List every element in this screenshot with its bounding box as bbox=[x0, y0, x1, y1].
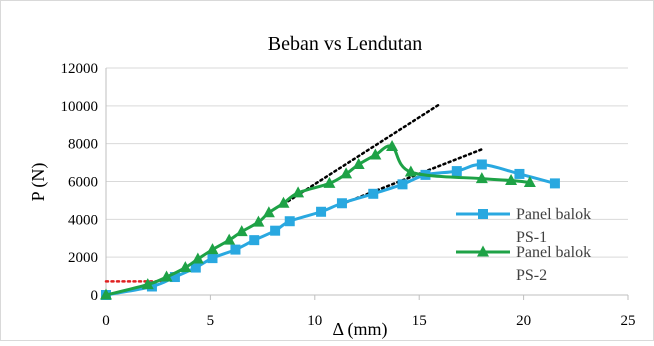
x-tick-label: 15 bbox=[412, 313, 427, 329]
legend-label: Panel balok bbox=[516, 244, 591, 261]
reference-line bbox=[282, 102, 442, 206]
legend-label: PS-1 bbox=[516, 229, 547, 246]
y-tick-label: 10000 bbox=[61, 99, 99, 115]
data-point bbox=[451, 166, 462, 177]
y-tick-label: 6000 bbox=[68, 175, 98, 191]
data-point bbox=[191, 252, 204, 264]
data-point bbox=[505, 174, 518, 186]
x-tick-label: 5 bbox=[207, 313, 215, 329]
x-tick-label: 10 bbox=[307, 313, 322, 329]
x-tick-label: 0 bbox=[102, 313, 110, 329]
data-point bbox=[235, 225, 248, 237]
data-point bbox=[169, 272, 180, 283]
data-point bbox=[336, 198, 347, 209]
series bbox=[100, 140, 560, 300]
data-point bbox=[397, 179, 408, 190]
y-tick-label: 12000 bbox=[61, 61, 99, 77]
y-axis-label: P (N) bbox=[28, 163, 49, 202]
data-point bbox=[386, 140, 399, 152]
data-point bbox=[292, 186, 305, 198]
data-point bbox=[340, 167, 353, 179]
data-point bbox=[476, 159, 487, 170]
data-point bbox=[475, 172, 488, 184]
data-point bbox=[368, 188, 379, 199]
y-tick-label: 2000 bbox=[68, 250, 98, 266]
data-point bbox=[179, 261, 192, 273]
data-point bbox=[549, 178, 560, 189]
data-point bbox=[141, 278, 154, 290]
data-point bbox=[252, 215, 265, 227]
data-point bbox=[223, 233, 236, 245]
series-2 bbox=[100, 140, 536, 300]
data-point bbox=[270, 225, 281, 236]
data-point bbox=[369, 148, 382, 160]
data-point bbox=[206, 243, 219, 255]
data-point bbox=[190, 262, 201, 273]
y-tick-label: 8000 bbox=[68, 137, 98, 153]
grid bbox=[106, 67, 628, 258]
legend-swatch-marker bbox=[478, 209, 488, 219]
data-point bbox=[404, 165, 417, 177]
x-tick-label: 20 bbox=[516, 313, 531, 329]
data-point bbox=[514, 168, 525, 179]
data-point bbox=[160, 270, 173, 282]
legend-label: Panel balok bbox=[516, 206, 591, 223]
chart-title: Beban vs Lendutan bbox=[268, 33, 422, 55]
data-point bbox=[277, 196, 290, 208]
x-axis-label: Δ (mm) bbox=[332, 319, 387, 340]
y-tick-label: 4000 bbox=[68, 212, 98, 228]
data-point bbox=[100, 288, 112, 300]
data-point bbox=[262, 206, 275, 218]
legend-label: PS-2 bbox=[516, 267, 547, 284]
data-point bbox=[249, 235, 260, 246]
y-tick-label: 0 bbox=[91, 288, 99, 304]
legend-swatch-marker bbox=[477, 245, 489, 257]
data-point bbox=[323, 176, 336, 188]
x-tick-label: 25 bbox=[621, 313, 636, 329]
data-point bbox=[316, 206, 327, 217]
data-point bbox=[352, 157, 365, 169]
data-point bbox=[230, 244, 241, 255]
data-point bbox=[284, 216, 295, 227]
data-point bbox=[523, 175, 536, 187]
data-point bbox=[207, 253, 218, 264]
